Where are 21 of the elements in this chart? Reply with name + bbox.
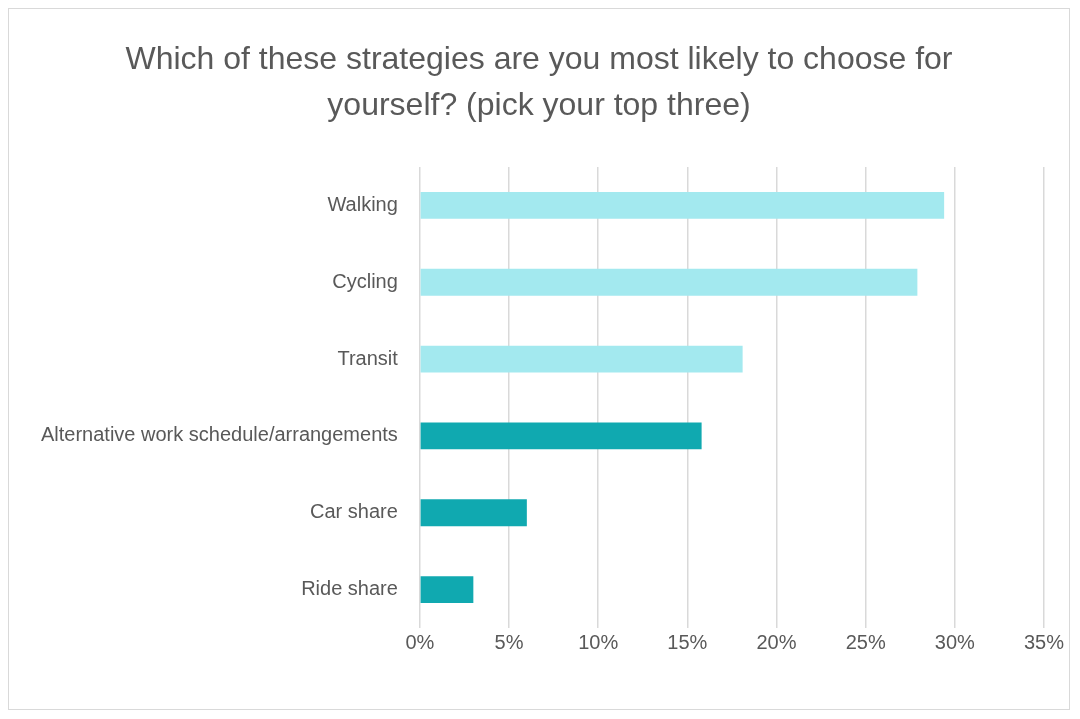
bar bbox=[420, 422, 702, 450]
bar bbox=[420, 268, 918, 296]
x-tick-label: 5% bbox=[494, 630, 524, 653]
bar bbox=[420, 191, 945, 219]
bar bbox=[420, 576, 474, 604]
y-tick-label: Cycling bbox=[332, 269, 398, 292]
x-tick-label: 10% bbox=[578, 630, 619, 653]
bar bbox=[420, 345, 743, 373]
y-tick-label: Walking bbox=[327, 192, 398, 215]
x-tick-label: 15% bbox=[667, 630, 708, 653]
x-tick-label: 0% bbox=[405, 630, 435, 653]
x-tick-label: 20% bbox=[756, 630, 797, 653]
x-tick-label: 30% bbox=[934, 630, 976, 653]
y-tick-label: Alternative work schedule/arrangements bbox=[40, 423, 398, 446]
x-tick-label: 35% bbox=[1023, 630, 1065, 653]
x-tick-label: 25% bbox=[845, 630, 886, 653]
chart-title: Which of these strategies are you most likely to choose for yourself? (pick your top three) bbox=[124, 39, 954, 124]
y-tick-label: Ride share bbox=[301, 577, 398, 600]
bar bbox=[420, 499, 527, 527]
y-tick-label: Car share bbox=[310, 500, 398, 523]
y-tick-label: Transit bbox=[337, 346, 399, 369]
